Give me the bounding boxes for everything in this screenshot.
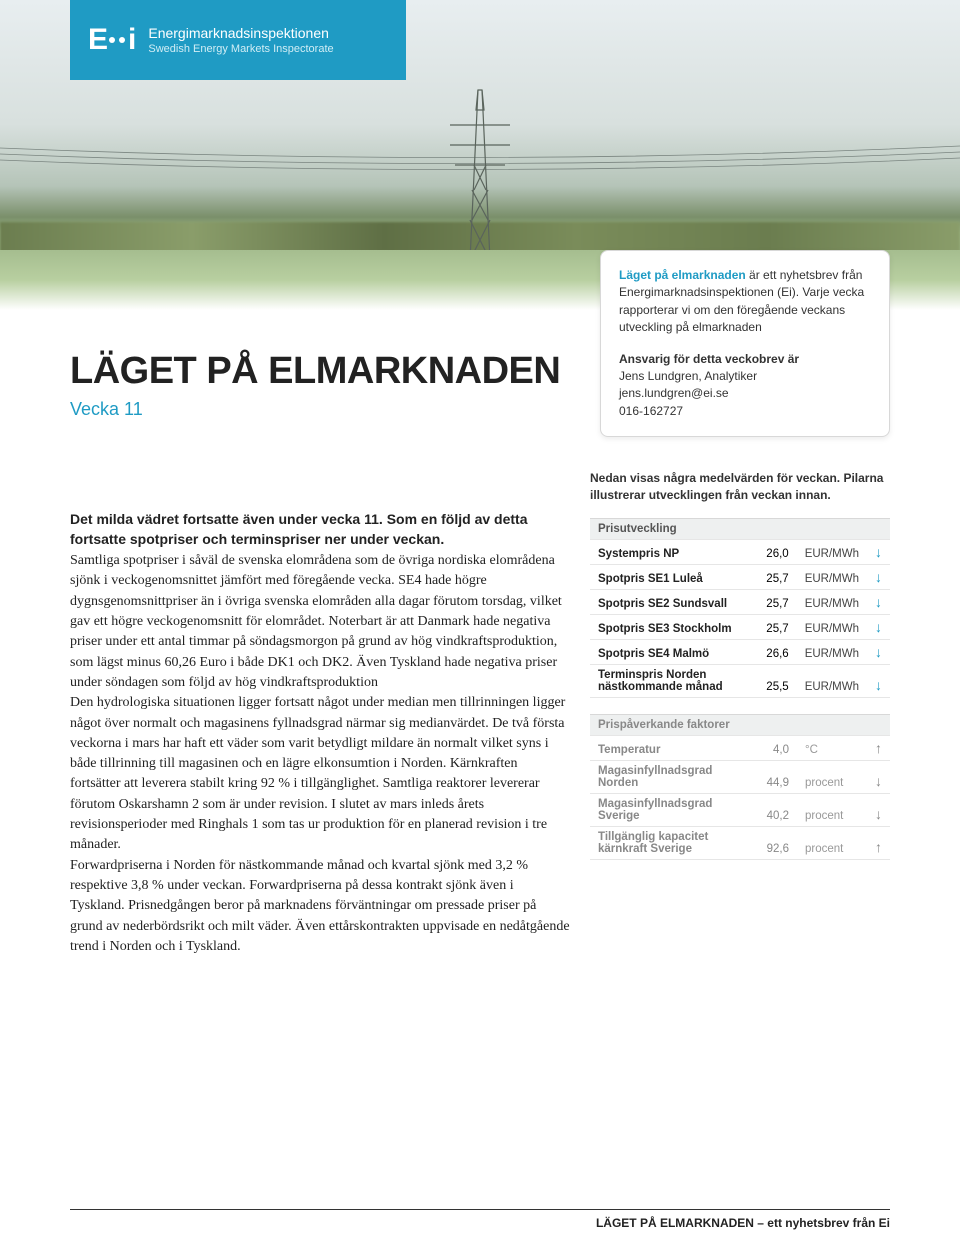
- logo-text: Energimarknadsinspektionen Swedish Energ…: [148, 25, 333, 55]
- table-row: Spotpris SE2 Sundsvall25,7EUR/MWh↓: [590, 589, 890, 614]
- row-unit: EUR/MWh: [797, 589, 867, 614]
- trend-arrow-icon: ↑: [867, 735, 890, 760]
- side-column: Läget på elmarknaden är ett nyhetsbrev f…: [590, 310, 890, 957]
- row-label: Spotpris SE1 Luleå: [590, 564, 747, 589]
- row-label: Spotpris SE3 Stockholm: [590, 614, 747, 639]
- info-name: Jens Lundgren, Analytiker: [619, 368, 871, 385]
- row-value: 4,0: [747, 735, 797, 760]
- logo-block: E i Energimarknadsinspektionen Swedish E…: [70, 0, 406, 80]
- row-value: 25,5: [747, 664, 797, 697]
- trend-arrow-icon: ↑: [867, 826, 890, 859]
- body-text: Samtliga spotpriser i såväl de svenska e…: [70, 551, 570, 957]
- row-unit: EUR/MWh: [797, 564, 867, 589]
- factors-table: Prispåverkande faktorer Temperatur4,0°C↑…: [590, 714, 890, 860]
- table-row: Terminspris Norden nästkommande månad25,…: [590, 664, 890, 697]
- row-unit: procent: [797, 793, 867, 826]
- intro-bold: Det milda vädret fortsatte även under ve…: [70, 510, 570, 549]
- logo-dot-icon: [109, 37, 115, 43]
- table-row: Magasinfyllnadsgrad Norden44,9procent↓: [590, 760, 890, 793]
- trend-arrow-icon: ↓: [867, 589, 890, 614]
- row-unit: EUR/MWh: [797, 664, 867, 697]
- trend-arrow-icon: ↓: [867, 639, 890, 664]
- main-column: LÄGET PÅ ELMARKNADEN Vecka 11 Det milda …: [70, 310, 570, 957]
- info-box: Läget på elmarknaden är ett nyhetsbrev f…: [600, 250, 890, 437]
- table-row: Systempris NP26,0EUR/MWh↓: [590, 539, 890, 564]
- info-resp-label: Ansvarig för detta veckobrev är: [619, 351, 871, 368]
- row-label: Terminspris Norden nästkommande månad: [590, 664, 747, 697]
- row-label: Magasinfyllnadsgrad Norden: [590, 760, 747, 793]
- table-row: Temperatur4,0°C↑: [590, 735, 890, 760]
- factors-table-header: Prispåverkande faktorer: [590, 714, 890, 735]
- content: LÄGET PÅ ELMARKNADEN Vecka 11 Det milda …: [0, 310, 960, 957]
- row-label: Spotpris SE2 Sundsvall: [590, 589, 747, 614]
- page-subtitle: Vecka 11: [70, 399, 570, 420]
- row-value: 92,6: [747, 826, 797, 859]
- footer: LÄGET PÅ ELMARKNADEN – ett nyhetsbrev fr…: [70, 1209, 890, 1230]
- price-table: Prisutveckling Systempris NP26,0EUR/MWh↓…: [590, 518, 890, 698]
- row-value: 25,7: [747, 589, 797, 614]
- pylon-icon: [440, 70, 520, 260]
- logo-letter-i: i: [128, 23, 134, 57]
- row-label: Spotpris SE4 Malmö: [590, 639, 747, 664]
- row-unit: procent: [797, 760, 867, 793]
- info-highlight: Läget på elmarknaden: [619, 268, 746, 282]
- side-tables: Nedan visas några medelvärden för veckan…: [590, 470, 890, 860]
- side-intro: Nedan visas några medelvärden för veckan…: [590, 470, 890, 504]
- logo-letter-e: E: [88, 23, 106, 57]
- page-title: LÄGET PÅ ELMARKNADEN: [70, 350, 570, 393]
- table-row: Tillgänglig kapacitet kärnkraft Sverige9…: [590, 826, 890, 859]
- trend-arrow-icon: ↓: [867, 564, 890, 589]
- logo-line1: Energimarknadsinspektionen: [148, 25, 333, 41]
- row-value: 25,7: [747, 614, 797, 639]
- row-value: 26,0: [747, 539, 797, 564]
- table-row: Magasinfyllnadsgrad Sverige40,2procent↓: [590, 793, 890, 826]
- price-table-header: Prisutveckling: [590, 518, 890, 539]
- row-label: Tillgänglig kapacitet kärnkraft Sverige: [590, 826, 747, 859]
- row-value: 40,2: [747, 793, 797, 826]
- row-unit: °C: [797, 735, 867, 760]
- table-row: Spotpris SE4 Malmö26,6EUR/MWh↓: [590, 639, 890, 664]
- table-row: Spotpris SE3 Stockholm25,7EUR/MWh↓: [590, 614, 890, 639]
- row-label: Magasinfyllnadsgrad Sverige: [590, 793, 747, 826]
- logo-line2: Swedish Energy Markets Inspectorate: [148, 43, 333, 55]
- row-unit: EUR/MWh: [797, 639, 867, 664]
- table-row: Spotpris SE1 Luleå25,7EUR/MWh↓: [590, 564, 890, 589]
- info-desc: Läget på elmarknaden är ett nyhetsbrev f…: [619, 267, 871, 337]
- trend-arrow-icon: ↓: [867, 793, 890, 826]
- trend-arrow-icon: ↓: [867, 539, 890, 564]
- row-value: 26,6: [747, 639, 797, 664]
- info-phone: 016-162727: [619, 403, 871, 420]
- row-value: 44,9: [747, 760, 797, 793]
- row-unit: procent: [797, 826, 867, 859]
- row-label: Temperatur: [590, 735, 747, 760]
- row-label: Systempris NP: [590, 539, 747, 564]
- logo-dot-icon: [119, 37, 125, 43]
- trend-arrow-icon: ↓: [867, 664, 890, 697]
- info-email: jens.lundgren@ei.se: [619, 385, 871, 402]
- row-unit: EUR/MWh: [797, 539, 867, 564]
- trend-arrow-icon: ↓: [867, 760, 890, 793]
- logo-mark: E i: [88, 23, 134, 57]
- row-value: 25,7: [747, 564, 797, 589]
- row-unit: EUR/MWh: [797, 614, 867, 639]
- trend-arrow-icon: ↓: [867, 614, 890, 639]
